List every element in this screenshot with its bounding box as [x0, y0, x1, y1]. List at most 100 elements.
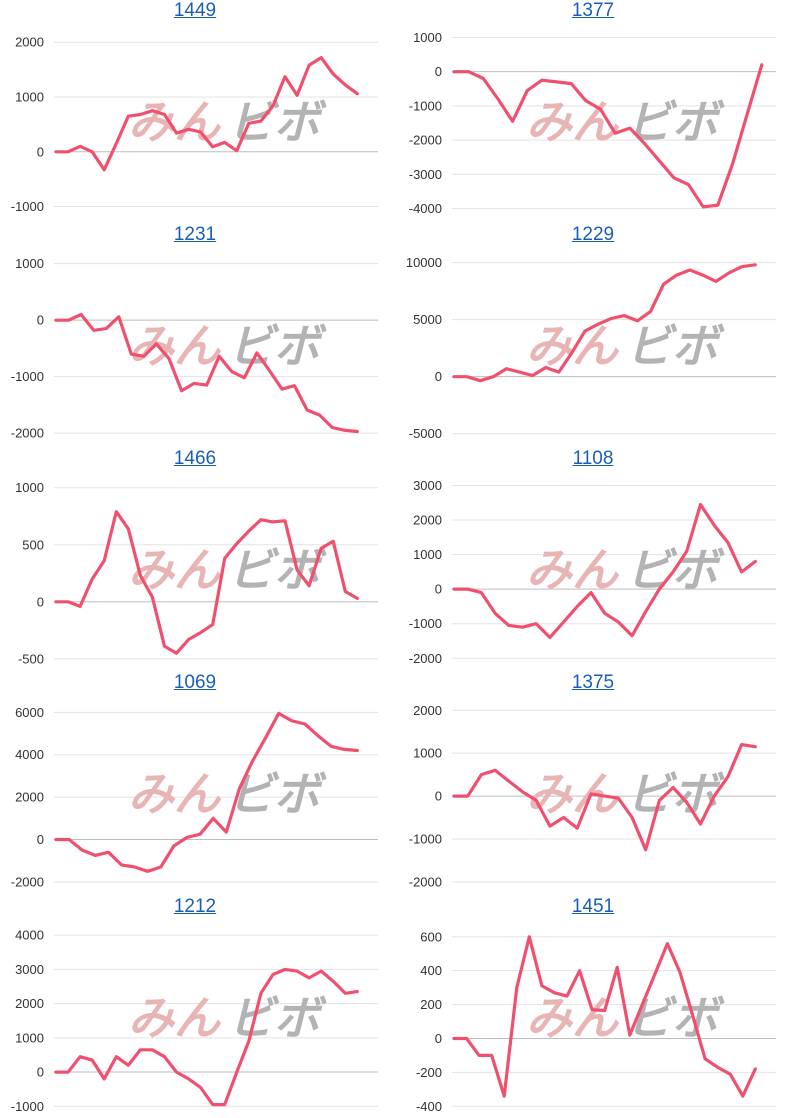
chart-panel-1377: 1377 1000 0 -1000 -2000 -3000 -4000 みん ビボ — [398, 0, 788, 222]
y-tick-label: 1000 — [15, 1030, 44, 1045]
y-tick-label: 1000 — [413, 746, 442, 761]
watermark-logo: ビボ — [626, 319, 725, 373]
y-tick-label: -2000 — [409, 874, 442, 889]
y-tick-label: -1000 — [11, 199, 44, 214]
y-tick-label: 6000 — [15, 705, 44, 720]
chart-panel-1375: 1375 2000 1000 0 -1000 -2000 みん ビボ — [398, 672, 788, 894]
watermark-logo: みん — [526, 767, 620, 821]
y-tick-label: 0 — [37, 144, 44, 159]
y-tick-label: 400 — [420, 963, 442, 978]
y-tick-label: 1000 — [15, 256, 44, 271]
series-line — [452, 63, 764, 209]
watermark-logo: みん — [526, 319, 620, 373]
y-tick-label: 4000 — [15, 928, 44, 943]
chart-svg: 6000 4000 2000 0 -2000 みん ビボ — [11, 705, 378, 889]
watermark-logo: ビボ — [626, 767, 725, 821]
y-tick-label: -5000 — [409, 426, 442, 441]
chart-panel-1212: 1212 4000 3000 2000 1000 0 -1000 みん ビボ — [0, 896, 390, 1118]
y-tick-label: -4000 — [409, 201, 442, 216]
y-tick-label: 2000 — [413, 513, 442, 528]
watermark-logo: みん — [128, 767, 222, 821]
chart-panel-1108: 1108 3000 2000 1000 0 -1000 -2000 みん ビボ — [398, 448, 788, 670]
chart-panel-1229: 1229 10000 5000 0 -5000 みん ビボ — [398, 224, 788, 446]
y-tick-label: 2000 — [15, 790, 44, 805]
series-line — [452, 935, 757, 1098]
chart-panel-1466: 1466 1000 500 0 -500 みん ビボ — [0, 448, 390, 670]
chart-title-link[interactable]: 1466 — [173, 448, 217, 469]
watermark-logo: ビボ — [228, 543, 327, 597]
series-line — [54, 55, 359, 172]
watermark-logo: ビボ — [228, 95, 327, 149]
series-line — [54, 510, 359, 655]
watermark-logo: みん — [526, 543, 620, 597]
y-tick-label: -1000 — [11, 369, 44, 384]
y-tick-label: 1000 — [413, 547, 442, 562]
y-tick-label: 0 — [435, 789, 442, 804]
chart-title-link[interactable]: 1212 — [173, 896, 217, 917]
chart-svg: 1000 500 0 -500 みん ビボ — [15, 480, 378, 666]
y-tick-label: 1000 — [15, 480, 44, 495]
y-tick-label: 0 — [37, 1065, 44, 1080]
y-tick-label: 0 — [435, 64, 442, 79]
chart-title-link[interactable]: 1377 — [571, 0, 615, 21]
watermark-logo: ビボ — [228, 319, 327, 373]
y-tick-label: -2000 — [409, 651, 442, 666]
chart-panel-1449: 1449 2000 1000 0 -1000 みん ビボ — [0, 0, 390, 222]
y-tick-label: 0 — [435, 369, 442, 384]
chart-title-link[interactable]: 1449 — [173, 0, 217, 21]
series-line — [452, 263, 757, 383]
chart-title-link[interactable]: 1108 — [572, 448, 614, 469]
y-tick-label: 4000 — [15, 747, 44, 762]
watermark-logo: ビボ — [228, 991, 327, 1045]
y-tick-label: -2000 — [11, 874, 44, 889]
y-tick-label: -1000 — [409, 616, 442, 631]
watermark-logo: みん — [526, 991, 620, 1045]
y-tick-label: 3000 — [15, 962, 44, 977]
watermark-logo: みん — [128, 319, 222, 373]
y-tick-label: -500 — [18, 651, 44, 666]
chart-svg: 4000 3000 2000 1000 0 -1000 みん ビボ — [11, 928, 378, 1114]
chart-svg: 600 400 200 0 -200 -400 みん ビボ — [416, 929, 776, 1114]
y-tick-label: -1000 — [11, 1099, 44, 1114]
y-tick-label: 0 — [37, 594, 44, 609]
chart-title-link[interactable]: 1451 — [571, 896, 615, 917]
chart-title-link[interactable]: 1229 — [571, 224, 615, 245]
y-tick-label: -2000 — [409, 133, 442, 148]
y-tick-label: 1000 — [15, 89, 44, 104]
y-tick-label: 10000 — [406, 255, 442, 270]
y-tick-label: 0 — [435, 582, 442, 597]
y-tick-label: 2000 — [15, 35, 44, 50]
y-tick-label: 5000 — [413, 312, 442, 327]
series-line — [452, 502, 757, 640]
chart-panel-1069: 1069 6000 4000 2000 0 -2000 みん ビボ — [0, 672, 390, 894]
y-tick-label: -3000 — [409, 167, 442, 182]
chart-panel-1231: 1231 1000 0 -1000 -2000 みん ビボ — [0, 224, 390, 446]
y-tick-label: -2000 — [11, 426, 44, 441]
y-tick-label: 0 — [37, 832, 44, 847]
series-line — [452, 742, 757, 852]
watermark-logo: ビボ — [228, 767, 327, 821]
y-tick-label: 200 — [420, 997, 442, 1012]
series-line — [54, 711, 359, 873]
chart-title-link[interactable]: 1375 — [571, 672, 615, 693]
y-tick-label: 0 — [435, 1031, 442, 1046]
y-tick-label: -1000 — [409, 831, 442, 846]
chart-svg: 10000 5000 0 -5000 みん ビボ — [406, 255, 776, 441]
chart-svg: 1000 0 -1000 -2000 みん ビボ — [11, 256, 378, 441]
chart-title-link[interactable]: 1231 — [173, 224, 217, 245]
watermark-logo: ビボ — [626, 991, 725, 1045]
y-tick-label: 1000 — [413, 30, 442, 45]
y-tick-label: 500 — [22, 537, 44, 552]
y-tick-label: -1000 — [409, 98, 442, 113]
series-line — [54, 967, 359, 1107]
chart-title-link[interactable]: 1069 — [173, 672, 217, 693]
chart-panel-1451: 1451 600 400 200 0 -200 -400 みん ビボ — [398, 896, 788, 1118]
chart-svg: 2000 1000 0 -1000 -2000 みん ビボ — [409, 703, 776, 889]
y-tick-label: -200 — [416, 1065, 442, 1080]
y-tick-label: 2000 — [15, 996, 44, 1011]
y-tick-label: 600 — [420, 929, 442, 944]
watermark-logo: みん — [526, 95, 620, 149]
